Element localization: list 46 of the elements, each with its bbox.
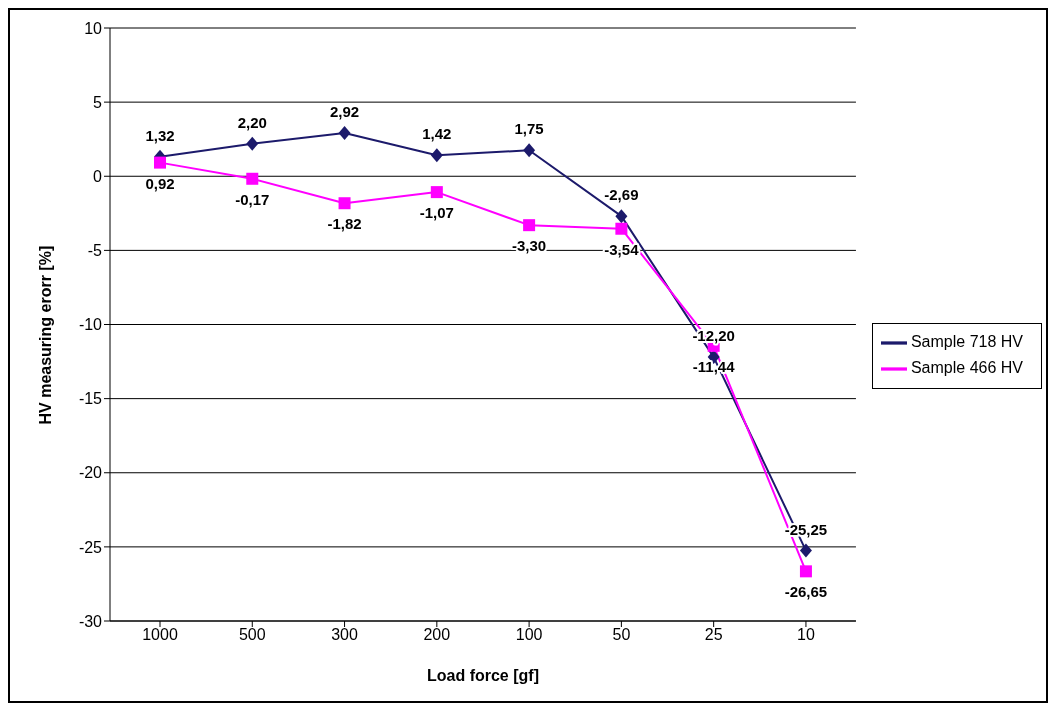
data-label: 2,20 xyxy=(237,113,267,131)
data-label: 1,32 xyxy=(145,126,175,144)
legend-label: Sample 466 HV xyxy=(910,358,1023,376)
x-tick-label: 300 xyxy=(331,626,358,644)
data-label: 1,42 xyxy=(422,125,452,143)
y-axis-title: HV measuring erorr [%] xyxy=(36,245,54,425)
data-label: -1,82 xyxy=(327,215,362,233)
x-tick-label: 25 xyxy=(704,626,723,644)
y-tick-label: 10 xyxy=(84,19,103,37)
point xyxy=(154,156,166,169)
data-label: 1,75 xyxy=(514,120,544,138)
point xyxy=(523,143,536,158)
x-tick-label: 100 xyxy=(515,626,543,644)
y-tick-label: 5 xyxy=(93,93,103,111)
point xyxy=(799,543,812,558)
point xyxy=(799,565,812,578)
point xyxy=(615,222,628,235)
point xyxy=(246,172,259,185)
y-tick-label: -25 xyxy=(78,538,103,556)
y-tick-label: -5 xyxy=(87,242,103,260)
data-label: 2,92 xyxy=(329,102,360,120)
point xyxy=(338,197,351,210)
legend-label: Sample 718 HV xyxy=(910,332,1023,350)
data-label: -0,17 xyxy=(235,190,270,208)
x-tick-label: 10 xyxy=(797,626,815,644)
data-label: -3,30 xyxy=(512,237,547,255)
point xyxy=(246,136,259,151)
data-label: -2,69 xyxy=(604,186,639,204)
x-axis-title: Load force [gf] xyxy=(426,667,539,684)
y-tick-label: 0 xyxy=(93,167,103,185)
point xyxy=(430,148,443,163)
x-tick-label: 50 xyxy=(612,626,631,644)
data-label: -1,07 xyxy=(419,204,454,222)
y-tick-label: -15 xyxy=(78,390,103,408)
y-tick-label: -10 xyxy=(78,316,103,334)
point xyxy=(338,125,351,140)
point xyxy=(523,219,536,232)
point xyxy=(615,209,628,224)
x-tick-label: 200 xyxy=(423,626,451,644)
x-tick-label: 1000 xyxy=(142,626,178,644)
x-tick-label: 500 xyxy=(238,626,266,644)
y-tick-label: -20 xyxy=(78,464,103,482)
point xyxy=(430,186,443,199)
y-tick-label: -30 xyxy=(78,612,103,630)
data-label: 0,92 xyxy=(145,174,175,192)
data-label: -26,65 xyxy=(784,583,828,601)
